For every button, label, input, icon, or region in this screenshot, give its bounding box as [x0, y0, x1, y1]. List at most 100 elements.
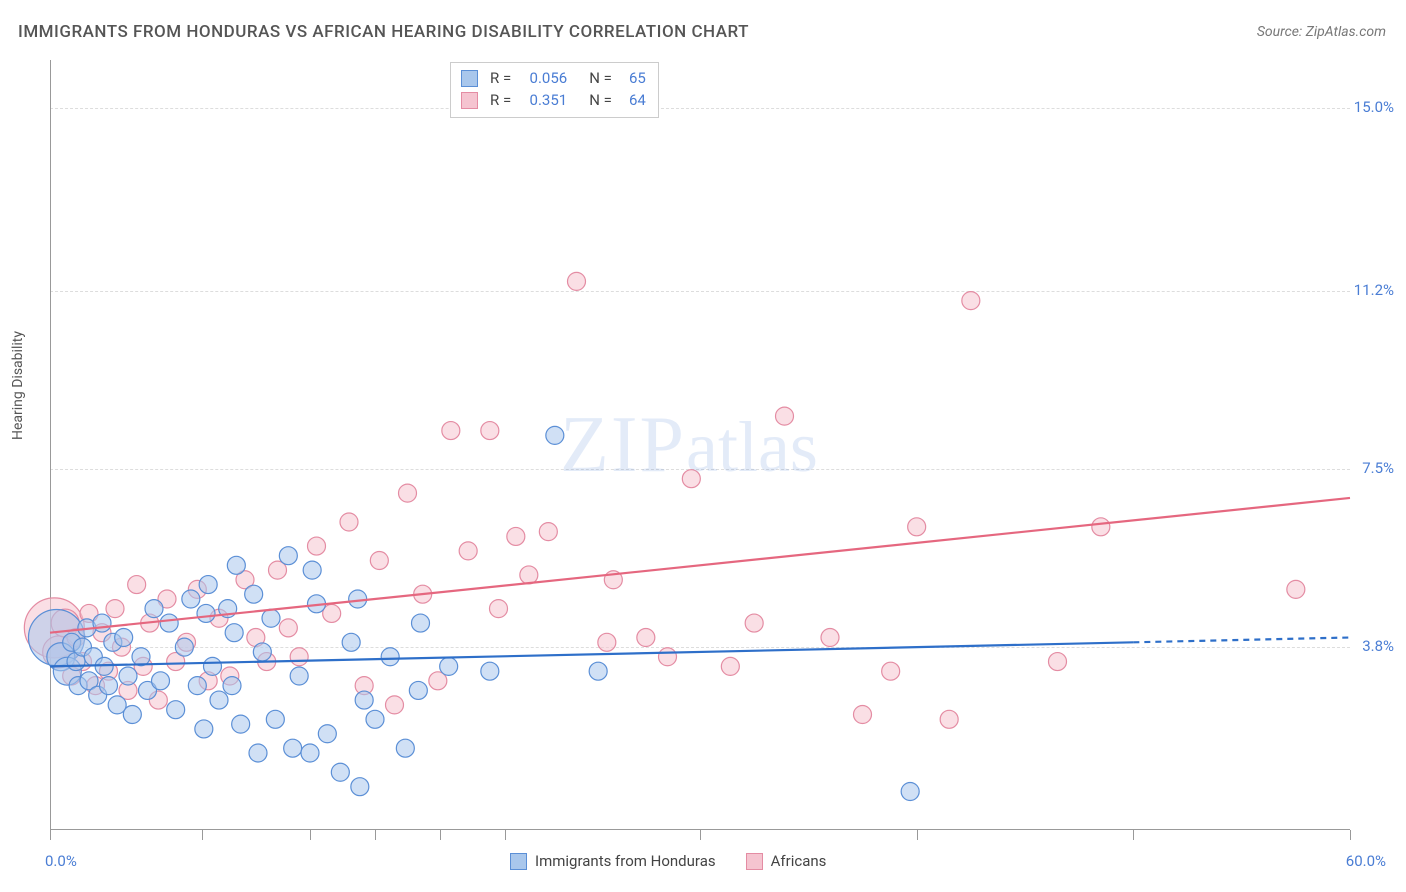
x-axis-min-label: 0.0% — [45, 852, 77, 870]
r-label: R = — [490, 67, 511, 89]
x-tick — [1133, 830, 1134, 840]
chart-svg — [50, 60, 1350, 830]
scatter-point — [366, 710, 384, 728]
scatter-point — [223, 677, 241, 695]
scatter-point — [232, 715, 250, 733]
x-tick — [310, 830, 311, 840]
scatter-point — [386, 696, 404, 714]
scatter-point — [331, 763, 349, 781]
n-value-pink: 64 — [620, 89, 646, 111]
scatter-point — [481, 662, 499, 680]
scatter-point — [197, 604, 215, 622]
scatter-point — [279, 619, 297, 637]
scatter-point — [490, 600, 508, 618]
swatch-pink — [461, 92, 478, 109]
scatter-point — [396, 739, 414, 757]
y-tick-label: 15.0% — [1354, 98, 1394, 116]
scatter-point — [128, 576, 146, 594]
x-tick — [50, 830, 51, 840]
scatter-point — [100, 677, 118, 695]
scatter-point — [225, 624, 243, 642]
scatter-point — [167, 701, 185, 719]
scatter-point — [637, 629, 655, 647]
scatter-point — [745, 614, 763, 632]
scatter-point — [301, 744, 319, 762]
scatter-point — [290, 667, 308, 685]
scatter-point — [284, 739, 302, 757]
scatter-point — [901, 783, 919, 801]
y-tick-label: 11.2% — [1354, 281, 1394, 299]
x-tick — [202, 830, 203, 840]
swatch-blue-2 — [510, 853, 527, 870]
trend-line — [1133, 638, 1350, 643]
scatter-point — [182, 590, 200, 608]
scatter-point — [520, 566, 538, 584]
scatter-point — [539, 523, 557, 541]
y-tick-label: 7.5% — [1362, 459, 1394, 477]
scatter-point — [568, 272, 586, 290]
scatter-point — [598, 633, 616, 651]
r-value-pink: 0.351 — [519, 89, 567, 111]
scatter-point — [160, 614, 178, 632]
scatter-point — [682, 470, 700, 488]
scatter-point — [355, 691, 373, 709]
x-axis-max-label: 60.0% — [1346, 852, 1386, 870]
n-value-blue: 65 — [620, 67, 646, 89]
scatter-point — [152, 672, 170, 690]
scatter-point — [119, 667, 137, 685]
scatter-point — [940, 710, 958, 728]
scatter-point — [204, 657, 222, 675]
scatter-point — [266, 710, 284, 728]
scatter-point — [351, 778, 369, 796]
y-axis-label: Hearing Disability — [10, 331, 26, 440]
x-tick — [700, 830, 701, 840]
scatter-point — [290, 648, 308, 666]
scatter-point — [440, 657, 458, 675]
chart-title: IMMIGRANTS FROM HONDURAS VS AFRICAN HEAR… — [18, 22, 749, 42]
scatter-point — [776, 407, 794, 425]
stats-legend-box: R = 0.056 N = 65 R = 0.351 N = 64 — [450, 62, 659, 118]
x-tick — [375, 830, 376, 840]
scatter-point — [349, 590, 367, 608]
scatter-point — [854, 706, 872, 724]
scatter-point — [908, 518, 926, 536]
scatter-point — [370, 552, 388, 570]
chart-container: IMMIGRANTS FROM HONDURAS VS AFRICAN HEAR… — [0, 0, 1406, 892]
scatter-point — [409, 681, 427, 699]
scatter-point — [279, 547, 297, 565]
n-label-2: N = — [589, 89, 612, 111]
scatter-point — [342, 633, 360, 651]
swatch-blue — [461, 70, 478, 87]
scatter-point — [175, 638, 193, 656]
stats-row-pink: R = 0.351 N = 64 — [461, 89, 646, 111]
scatter-point — [106, 600, 124, 618]
x-tick — [505, 830, 506, 840]
scatter-point — [253, 643, 271, 661]
scatter-point — [210, 691, 228, 709]
scatter-point — [1049, 653, 1067, 671]
legend-label-blue: Immigrants from Honduras — [535, 852, 716, 870]
scatter-point — [115, 629, 133, 647]
scatter-point — [249, 744, 267, 762]
scatter-point — [659, 648, 677, 666]
scatter-point — [721, 657, 739, 675]
scatter-point — [262, 609, 280, 627]
scatter-point — [442, 422, 460, 440]
stats-row-blue: R = 0.056 N = 65 — [461, 67, 646, 89]
x-tick — [1350, 830, 1351, 840]
scatter-point — [546, 426, 564, 444]
scatter-point — [381, 648, 399, 666]
source-label: Source: ZipAtlas.com — [1257, 24, 1386, 40]
swatch-pink-2 — [746, 853, 763, 870]
scatter-point — [227, 556, 245, 574]
scatter-point — [962, 292, 980, 310]
legend-item-blue: Immigrants from Honduras — [510, 852, 716, 870]
scatter-point — [123, 706, 141, 724]
y-tick-label: 3.8% — [1362, 637, 1394, 655]
trend-line — [50, 642, 1133, 666]
scatter-point — [412, 614, 430, 632]
scatter-point — [145, 600, 163, 618]
scatter-point — [589, 662, 607, 680]
scatter-point — [245, 585, 263, 603]
legend-item-pink: Africans — [746, 852, 827, 870]
